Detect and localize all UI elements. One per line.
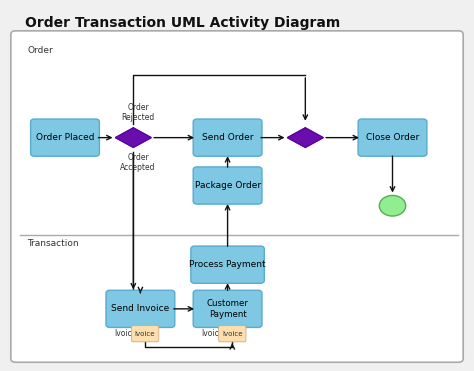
Text: Order Placed: Order Placed <box>36 133 94 142</box>
FancyBboxPatch shape <box>11 31 463 362</box>
FancyBboxPatch shape <box>219 326 246 342</box>
FancyBboxPatch shape <box>193 167 262 204</box>
Text: Send Order: Send Order <box>202 133 253 142</box>
Text: Transaction: Transaction <box>27 239 79 248</box>
Text: Package Order: Package Order <box>194 181 261 190</box>
Text: Customer
Payment: Customer Payment <box>207 299 248 319</box>
FancyBboxPatch shape <box>358 119 427 156</box>
Circle shape <box>379 196 406 216</box>
Text: Ivoice: Ivoice <box>222 331 243 337</box>
FancyBboxPatch shape <box>106 290 175 328</box>
Polygon shape <box>116 128 151 147</box>
Text: Ivoice: Ivoice <box>115 329 137 338</box>
Text: Ivoice: Ivoice <box>201 329 224 338</box>
Text: Ivoice: Ivoice <box>135 331 155 337</box>
FancyBboxPatch shape <box>193 290 262 328</box>
Text: Order
Rejected: Order Rejected <box>121 103 155 122</box>
Text: Process Payment: Process Payment <box>189 260 266 269</box>
Text: Order: Order <box>27 46 53 55</box>
FancyBboxPatch shape <box>193 119 262 156</box>
FancyBboxPatch shape <box>131 326 159 342</box>
FancyBboxPatch shape <box>31 119 100 156</box>
Text: Order
Accepted: Order Accepted <box>120 153 156 173</box>
Text: Order Transaction UML Activity Diagram: Order Transaction UML Activity Diagram <box>25 16 340 30</box>
Text: Close Order: Close Order <box>366 133 419 142</box>
Text: Send Invoice: Send Invoice <box>111 304 170 313</box>
FancyBboxPatch shape <box>191 246 264 283</box>
Polygon shape <box>287 128 323 147</box>
